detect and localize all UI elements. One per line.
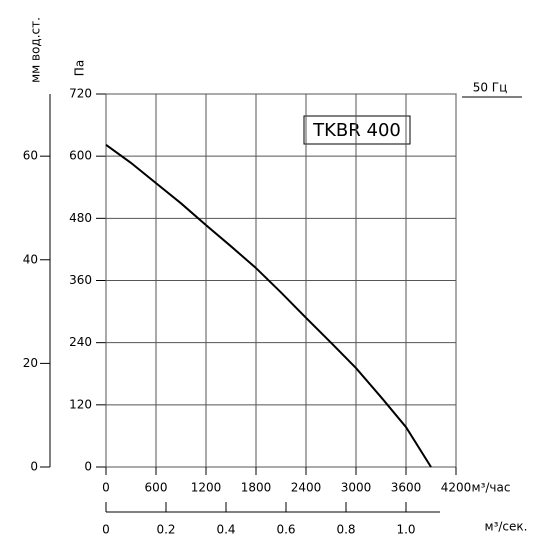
title-box — [303, 115, 411, 145]
x-tick-label: 1200 — [191, 481, 222, 495]
x-tick-label: 600 — [145, 481, 168, 495]
y-axis-label: Па — [73, 60, 87, 76]
y2-tick-label: 20 — [23, 356, 38, 370]
y2-tick-label: 40 — [23, 252, 38, 266]
x2-tick-label: 0 — [102, 523, 110, 537]
x2-axis-label: м³/сек. — [485, 520, 528, 534]
x2-tick-label: 0.6 — [276, 523, 295, 537]
y-tick-label: 0 — [84, 460, 92, 474]
y2-tick-label: 60 — [23, 149, 38, 163]
x2-tick-label: 0.4 — [216, 523, 235, 537]
x-tick-label: 1800 — [241, 481, 272, 495]
x-axis-label: м³/час — [472, 481, 511, 495]
frequency-label: 50 Гц — [473, 81, 508, 95]
x-tick-label: 4200 — [441, 481, 472, 495]
y-tick-label: 120 — [69, 397, 92, 411]
x-tick-label: 0 — [102, 481, 110, 495]
y-tick-label: 360 — [69, 273, 92, 287]
y2-tick-label: 0 — [30, 460, 38, 474]
y-tick-label: 240 — [69, 335, 92, 349]
y-tick-label: 480 — [69, 211, 92, 225]
x-tick-label: 3600 — [391, 481, 422, 495]
x2-tick-label: 1.0 — [396, 523, 415, 537]
x-tick-label: 3000 — [341, 481, 372, 495]
x-tick-label: 2400 — [291, 481, 322, 495]
x2-tick-label: 0.2 — [156, 523, 175, 537]
y2-axis-label: мм вод.ст. — [29, 17, 43, 83]
x2-tick-label: 0.8 — [336, 523, 355, 537]
curve — [105, 143, 432, 468]
y-tick-label: 720 — [69, 87, 92, 101]
y-tick-label: 600 — [69, 149, 92, 163]
